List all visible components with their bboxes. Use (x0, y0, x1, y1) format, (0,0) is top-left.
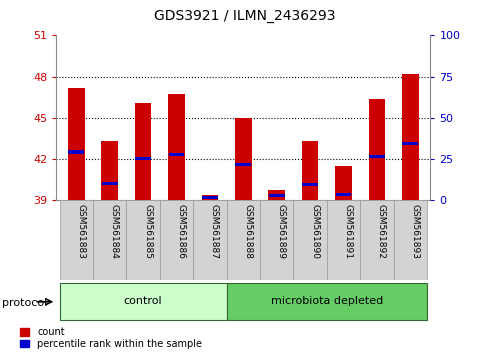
Bar (226, 284, 426, 320)
Bar (360, 200, 393, 280)
Bar (102, 182, 118, 185)
Bar (168, 153, 184, 156)
Bar (93, 200, 126, 280)
Text: GSM561890: GSM561890 (309, 204, 319, 259)
Bar (101, 141, 118, 200)
Bar (135, 157, 151, 160)
Bar (226, 200, 260, 280)
Bar (235, 163, 251, 166)
Text: GSM561889: GSM561889 (276, 204, 285, 259)
Text: GSM561884: GSM561884 (109, 204, 119, 259)
Bar (260, 200, 293, 280)
Bar (268, 190, 285, 200)
Bar (202, 196, 217, 199)
Bar (160, 200, 193, 280)
Bar (334, 166, 351, 200)
Text: GSM561892: GSM561892 (376, 204, 385, 259)
Bar (201, 195, 218, 200)
Bar (368, 155, 384, 158)
Text: GDS3921 / ILMN_2436293: GDS3921 / ILMN_2436293 (153, 9, 335, 23)
Text: GSM561888: GSM561888 (243, 204, 252, 259)
Bar (301, 141, 318, 200)
Bar (368, 98, 385, 200)
Text: GSM561893: GSM561893 (409, 204, 418, 259)
Text: control: control (123, 296, 162, 306)
Text: GSM561887: GSM561887 (209, 204, 219, 259)
Legend: count, percentile rank within the sample: count, percentile rank within the sample (20, 327, 202, 349)
Bar (60, 284, 226, 320)
Text: GSM561883: GSM561883 (76, 204, 85, 259)
Text: GSM561891: GSM561891 (343, 204, 352, 259)
Bar (135, 103, 151, 200)
Bar (168, 95, 184, 200)
Bar (326, 200, 360, 280)
Text: GSM561885: GSM561885 (143, 204, 152, 259)
Bar (68, 150, 84, 154)
Bar (126, 200, 160, 280)
Bar (393, 200, 426, 280)
Bar (335, 193, 351, 196)
Bar (60, 200, 93, 280)
Text: GSM561886: GSM561886 (176, 204, 185, 259)
Bar (293, 200, 326, 280)
Bar (193, 200, 226, 280)
Bar (68, 87, 84, 200)
Bar (402, 142, 417, 145)
Bar (302, 183, 317, 187)
Bar (401, 74, 418, 200)
Bar (234, 118, 251, 200)
Text: microbiota depleted: microbiota depleted (270, 296, 382, 306)
Text: protocol: protocol (2, 298, 48, 308)
Bar (268, 194, 284, 198)
